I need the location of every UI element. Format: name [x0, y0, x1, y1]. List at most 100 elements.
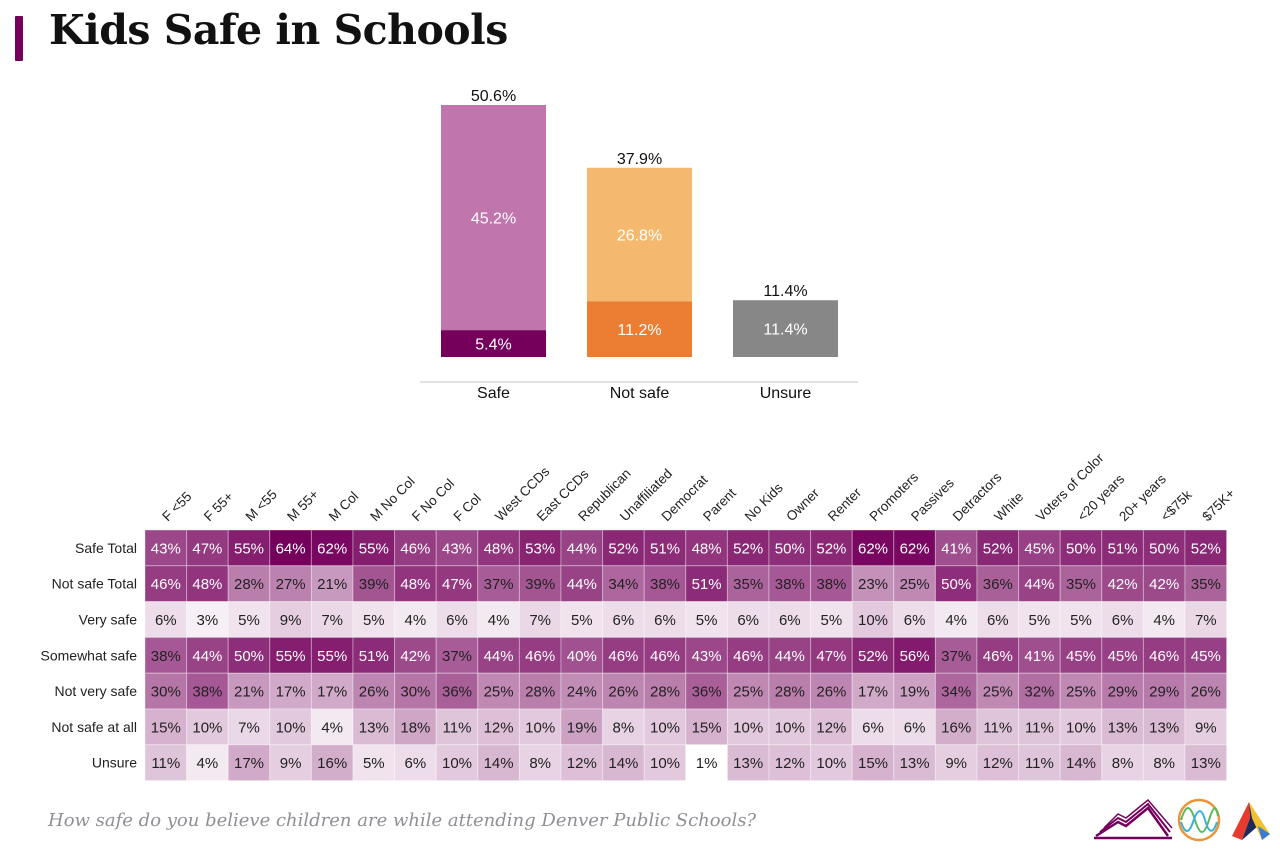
heatmap-cell	[560, 529, 604, 567]
heatmap-cell	[435, 601, 479, 638]
heatmap-cell	[1059, 672, 1103, 710]
stacked-bar-chart: 5.4% 45.2% 50.6% Safe 11.2% 26.8% 37.9% Not saf…	[420, 88, 858, 402]
heatmap-value: 51%	[1108, 540, 1138, 557]
heatmap-cell	[810, 672, 853, 710]
logo-strip	[1094, 798, 1270, 842]
bar-segment-unsure-0	[733, 300, 838, 357]
heatmap-value: 4%	[405, 612, 427, 629]
heatmap-cell	[643, 636, 687, 674]
heatmap-cell	[435, 744, 479, 782]
heatmap-cell	[851, 601, 895, 638]
heatmap-cell	[1184, 565, 1228, 603]
heatmap-value: 19%	[567, 719, 597, 736]
heatmap-cell	[518, 565, 562, 603]
heatmap-value: 62%	[317, 540, 347, 557]
heatmap-value: 13%	[1191, 755, 1221, 772]
heatmap-cell	[394, 601, 437, 638]
heatmap-cell	[144, 636, 188, 674]
heatmap-cell	[394, 672, 437, 710]
heatmap-value: 32%	[1024, 684, 1054, 701]
heatmap-value: 35%	[1066, 576, 1096, 593]
heatmap-cell	[851, 672, 895, 710]
heatmap-cell	[643, 601, 687, 638]
heatmap-value: 1%	[696, 755, 718, 772]
heatmap-cell	[144, 601, 188, 638]
bar-segment-safe-1	[441, 105, 546, 331]
heatmap-cell	[851, 565, 895, 603]
heatmap-value: 44%	[775, 648, 805, 665]
heatmap-value: 26%	[359, 684, 389, 701]
heatmap-value: 6%	[987, 612, 1009, 629]
heatmap-cell	[310, 601, 354, 638]
bar-segment-not-safe-0	[587, 301, 692, 357]
heatmap-cell	[893, 529, 936, 567]
heatmap-value: 46%	[983, 648, 1013, 665]
heatmap-value: 6%	[862, 719, 884, 736]
heatmap-cell	[186, 672, 229, 710]
heatmap-cell	[1142, 529, 1186, 567]
heatmap-value: 35%	[733, 576, 763, 593]
heatmap-cell	[310, 529, 354, 567]
heatmap-value: 17%	[276, 684, 306, 701]
heatmap-cell	[352, 529, 396, 567]
heatmap-value: 43%	[442, 540, 472, 557]
heatmap-value: 5%	[238, 612, 260, 629]
heatmap-cell	[976, 708, 1020, 746]
heatmap-cell	[352, 565, 396, 603]
heatmap-cell	[976, 636, 1020, 674]
heatmap-value: 40%	[567, 648, 597, 665]
heatmap-cell	[602, 744, 645, 782]
heatmap-cell	[227, 672, 271, 710]
heatmap-cell	[435, 636, 479, 674]
row-label: Very safe	[79, 612, 138, 628]
heatmap-value: 12%	[983, 755, 1013, 772]
column-header: White	[991, 489, 1026, 524]
wave-circle-logo	[1177, 798, 1221, 842]
heatmap-value: 62%	[858, 540, 888, 557]
heatmap-cell	[602, 636, 645, 674]
heatmap-value: 48%	[484, 540, 514, 557]
heatmap-cell	[1059, 744, 1103, 782]
heatmap-value: 64%	[276, 540, 306, 557]
heatmap-value: 62%	[900, 540, 930, 557]
heatmap-value: 46%	[608, 648, 638, 665]
heatmap-cell	[227, 565, 271, 603]
heatmap-value: 10%	[650, 755, 680, 772]
heatmap-value: 55%	[234, 540, 264, 557]
heatmap-value: 47%	[442, 576, 472, 593]
heatmap-value: 50%	[941, 576, 971, 593]
heatmap-value: 48%	[192, 576, 222, 593]
arrow-a-logo	[1232, 802, 1270, 840]
heatmap-cell	[518, 672, 562, 710]
heatmap-value: 12%	[816, 719, 846, 736]
heatmap-cell	[643, 565, 687, 603]
heatmap-value: 6%	[779, 612, 801, 629]
heatmap-cell	[934, 636, 978, 674]
category-label: Not safe	[610, 385, 670, 402]
heatmap-value: 41%	[1024, 648, 1054, 665]
heatmap-value: 55%	[276, 648, 306, 665]
heatmap-value: 46%	[650, 648, 680, 665]
heatmap-value: 6%	[654, 612, 676, 629]
bar-total-label: 50.6%	[471, 88, 516, 105]
heatmap-cell	[685, 529, 728, 567]
heatmap-cell	[269, 744, 312, 782]
heatmap-value: 11%	[1025, 719, 1054, 736]
heatmap-cell	[269, 601, 312, 638]
heatmap-value: 23%	[858, 576, 888, 593]
heatmap-value: 15%	[858, 755, 888, 772]
heatmap-cell	[352, 744, 396, 782]
survey-question: How safe do you believe children are whi…	[48, 810, 757, 831]
heatmap-cell	[518, 708, 562, 746]
heatmap-cell	[518, 601, 562, 638]
row-label: Not safe at all	[51, 719, 137, 735]
heatmap-cell	[477, 601, 520, 638]
heatmap-cell	[685, 744, 728, 782]
heatmap-value: 5%	[1070, 612, 1092, 629]
heatmap-value: 26%	[816, 684, 846, 701]
heatmap-cell	[227, 636, 271, 674]
column-header: M No Col	[367, 474, 417, 524]
heatmap-value: 46%	[733, 648, 763, 665]
heatmap-cell	[1142, 636, 1186, 674]
heatmap-value: 47%	[816, 648, 846, 665]
